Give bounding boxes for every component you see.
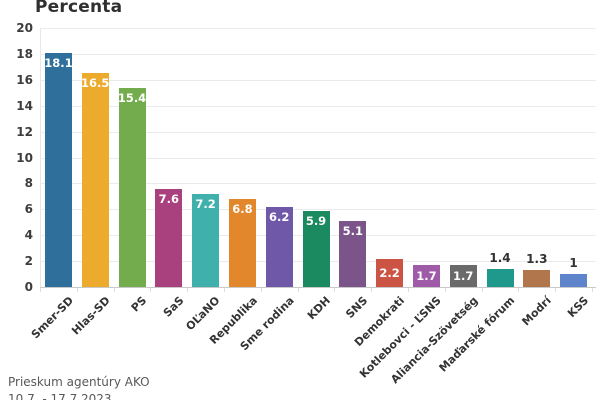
bar-Kotlebovci - ĽSNS: 1.7 <box>412 265 440 287</box>
gridline-y-12 <box>40 131 596 133</box>
bar-value-label: 6.8 <box>232 202 253 216</box>
x-axis-tick <box>444 288 446 292</box>
gridline-y-20 <box>40 28 596 29</box>
x-axis-tick <box>408 288 409 292</box>
bar-value-label: 5.1 <box>342 224 363 238</box>
x-axis-tick <box>150 288 152 292</box>
bar-OĽaNO: 7.2 <box>192 194 220 287</box>
bar-Demokrati: 2.2 <box>376 259 404 287</box>
x-axis-label-PS: PS <box>128 294 150 315</box>
bar-Sme rodina: 6.2 <box>265 207 293 287</box>
bar-PS: 15.4 <box>117 88 147 287</box>
bar-KSS <box>560 274 588 287</box>
bar-Maďarské fórum <box>486 269 514 287</box>
x-axis-tick <box>371 288 373 292</box>
bar-value-label: 1.7 <box>416 269 437 283</box>
bar-value-label: 5.9 <box>305 214 327 228</box>
bar-Smer-SD: 18.1 <box>44 53 73 287</box>
bar-Hlas-SD: 16.5 <box>81 73 110 287</box>
x-axis-tick <box>260 288 262 292</box>
bar-value-label: 1.3 <box>526 252 548 266</box>
bar-Republika: 6.8 <box>228 199 256 287</box>
x-axis-tick <box>113 288 115 292</box>
bar-value-label: 2.2 <box>379 266 400 280</box>
y-tick-label: 8 <box>24 176 33 191</box>
x-axis-label-KDH: KDH <box>304 294 334 323</box>
x-axis-tick <box>555 288 557 292</box>
y-tick-label: 4 <box>24 228 33 243</box>
bar-value-label: 7.2 <box>195 197 216 211</box>
chart-title: Percenta <box>35 0 123 17</box>
gridline-y-6 <box>40 209 596 211</box>
gridline-y-10 <box>40 157 596 159</box>
x-axis-label-Smer-SD: Smer-SD <box>28 294 76 342</box>
bar-Aliancia-Szövetség: 1.7 <box>449 265 477 287</box>
x-axis-tick <box>481 288 483 292</box>
x-axis-label-Modrí: Modrí <box>519 294 555 329</box>
y-tick-label: 14 <box>16 98 33 113</box>
bar-value-label: 1.4 <box>489 251 511 265</box>
x-axis-label-SNS: SNS <box>343 294 371 321</box>
y-tick-label: 16 <box>16 72 33 87</box>
bar-value-label: 7.6 <box>158 192 179 206</box>
gridline-y-0 <box>40 287 596 288</box>
y-tick-label: 6 <box>24 202 33 217</box>
y-tick-label: 0 <box>24 280 33 294</box>
gridline-y-8 <box>40 183 596 185</box>
bar-value-label: 6.2 <box>269 210 290 224</box>
x-axis-tick <box>224 288 225 292</box>
y-tick-label: 20 <box>16 21 33 35</box>
x-axis-tick <box>592 288 593 292</box>
bar-value-label: 16.5 <box>81 76 110 90</box>
x-axis-tick <box>76 288 78 292</box>
bar-KDH: 5.9 <box>302 211 330 287</box>
bar-SNS: 5.1 <box>339 221 367 287</box>
bar-value-label: 15.4 <box>117 91 147 105</box>
x-axis-label-Hlas-SD: Hlas-SD <box>68 294 113 338</box>
gridline-y-14 <box>40 105 596 107</box>
y-tick-label: 18 <box>16 46 33 61</box>
chart-source: Prieskum agentúry AKO <box>8 375 150 389</box>
gridline-y-16 <box>40 79 596 81</box>
bar-value-label: 1.7 <box>453 269 474 283</box>
x-axis-tick <box>518 288 520 292</box>
bar-Modrí <box>523 270 551 287</box>
gridline-y-18 <box>40 53 596 55</box>
x-axis-label-SaS: SaS <box>160 294 187 320</box>
y-tick-label: 12 <box>16 124 33 139</box>
x-axis-label-KSS: KSS <box>564 294 591 321</box>
bar-value-label: 18.1 <box>44 56 73 70</box>
y-tick-label: 10 <box>16 150 33 165</box>
x-axis-tick <box>334 288 336 292</box>
x-axis-tick <box>187 288 189 292</box>
chart-date-range: 10.7. - 17.7.2023 <box>8 392 112 400</box>
x-axis-tick <box>297 288 299 292</box>
bar-SaS: 7.6 <box>155 189 183 287</box>
x-axis-tick <box>40 288 41 292</box>
bar-value-label: 1 <box>569 256 578 270</box>
y-tick-label: 2 <box>24 254 33 269</box>
